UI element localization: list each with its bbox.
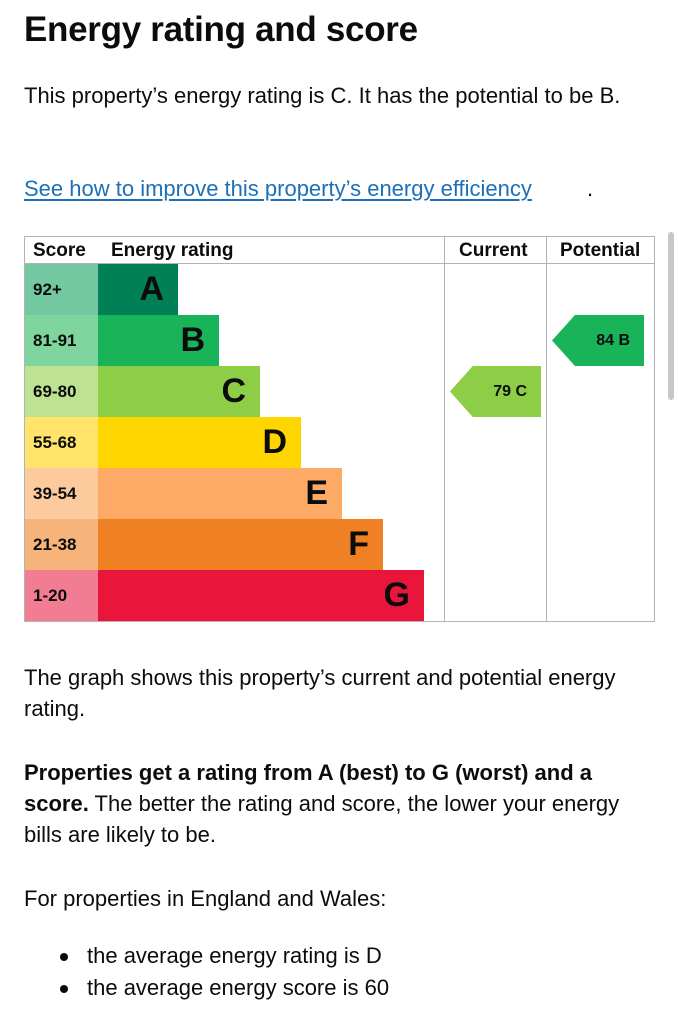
page-scrollbar[interactable] <box>668 232 674 400</box>
band-letter: C <box>221 372 246 410</box>
band-bar-e: E <box>98 468 342 519</box>
average-score-text: the average energy score is 60 <box>87 975 390 1000</box>
rating-summary: This property’s energy rating is C. It h… <box>24 83 621 108</box>
band-bar-g: G <box>98 570 424 621</box>
improve-efficiency-link[interactable]: See how to improve this property’s energ… <box>24 176 532 201</box>
potential-rating-label: 84 B <box>596 332 630 349</box>
page-title: Energy rating and score <box>24 10 418 49</box>
band-score-range: 55-68 <box>25 417 98 468</box>
band-score-range: 21-38 <box>25 519 98 570</box>
current-rating-arrow: 79 C <box>450 366 541 417</box>
band-letter: D <box>262 423 287 461</box>
link-full-stop: . <box>587 176 594 201</box>
graph-explanation: The graph shows this property’s current … <box>24 665 616 721</box>
band-bar-d: D <box>98 417 301 468</box>
header-divider <box>25 263 654 264</box>
current-rating-label: 79 C <box>493 383 527 400</box>
band-letter: B <box>180 321 205 359</box>
band-letter: A <box>139 270 164 308</box>
band-score-range: 81-91 <box>25 315 98 366</box>
band-bar-b: B <box>98 315 219 366</box>
potential-rating-arrow: 84 B <box>552 315 644 366</box>
potential-column-header: Potential <box>560 240 641 261</box>
potential-column-divider <box>546 237 547 621</box>
list-item: the average energy score is 60 <box>24 972 389 1004</box>
band-bar-f: F <box>98 519 383 570</box>
band-letter: F <box>348 525 369 563</box>
bullet-icon <box>60 985 68 993</box>
band-bar-c: C <box>98 366 260 417</box>
bullet-icon <box>60 953 68 961</box>
average-rating-text: the average energy rating is D <box>87 943 382 968</box>
score-column-header: Score <box>33 240 86 261</box>
band-score-range: 1-20 <box>25 570 98 621</box>
rating-column-header: Energy rating <box>111 240 234 261</box>
band-letter: G <box>383 576 410 614</box>
current-column-divider <box>444 237 445 621</box>
rating-explanation: Properties get a rating from A (best) to… <box>24 757 654 850</box>
region-intro: For properties in England and Wales: <box>24 886 387 911</box>
average-stats-list: the average energy rating is D the avera… <box>24 940 389 1004</box>
band-score-range: 92+ <box>25 264 98 315</box>
band-score-range: 69-80 <box>25 366 98 417</box>
band-letter: E <box>305 474 328 512</box>
list-item: the average energy rating is D <box>24 940 389 972</box>
energy-rating-chart: Score Energy rating Current Potential 92… <box>24 236 655 622</box>
band-bar-a: A <box>98 264 178 315</box>
rating-explanation-bold: Properties get a rating from A (best) to… <box>24 760 592 816</box>
rating-explanation-rest: The better the rating and score, the low… <box>24 791 620 847</box>
band-score-range: 39-54 <box>25 468 98 519</box>
current-column-header: Current <box>459 240 528 261</box>
